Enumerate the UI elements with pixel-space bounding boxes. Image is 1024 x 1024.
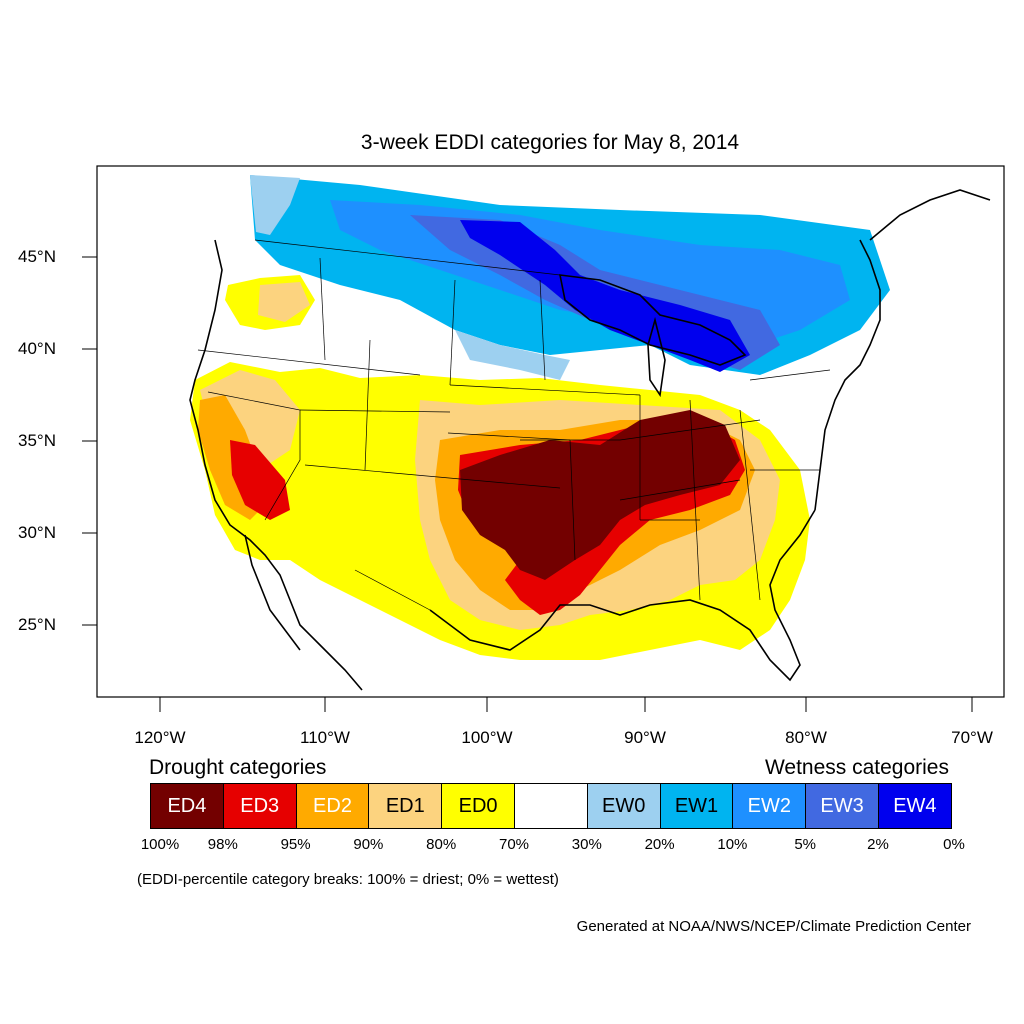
axis-ticks [82, 256, 973, 712]
legend-box: ED2 [295, 783, 370, 829]
wet-region-ew0-b [455, 330, 570, 380]
break-label: 98% [207, 836, 238, 853]
west-coastline [189, 239, 363, 691]
legend-box: EW4 [878, 783, 952, 829]
lat-tick-label: 45°N [18, 247, 56, 266]
credit-line: Generated at NOAA/NWS/NCEP/Climate Predi… [576, 918, 971, 935]
lake-michigan [647, 316, 666, 398]
lon-tick-label: 110°W [300, 728, 350, 747]
break-label: 30% [571, 836, 602, 853]
coastline-layer [189, 189, 991, 691]
lon-tick-label: 90°W [624, 728, 666, 747]
break-label: 5% [794, 836, 817, 853]
dry-region-ed4 [460, 410, 740, 580]
lat-tick-label: 30°N [18, 523, 56, 542]
break-label: 100% [140, 836, 180, 853]
wet-region-ew4 [460, 220, 750, 372]
lon-tick-label: 70°W [951, 728, 993, 747]
map-frame [96, 165, 1005, 698]
break-label: 2% [867, 836, 889, 853]
category-fill-layer [190, 175, 890, 660]
east-coastline [814, 239, 881, 511]
legend-box: EW1 [659, 783, 734, 829]
break-label: 20% [644, 836, 675, 853]
dry-region-ed3 [230, 440, 290, 520]
drought-categories-heading: Drought categories [149, 756, 327, 779]
legend-box: EW0 [586, 783, 661, 829]
break-label: 70% [498, 836, 530, 853]
legend-box: ED1 [368, 783, 443, 829]
legend-box: EW2 [732, 783, 807, 829]
legend-box: ED0 [441, 783, 515, 829]
legend-box: ED3 [222, 783, 297, 829]
break-label: 80% [426, 836, 457, 853]
lon-tick-label: 100°W [461, 728, 513, 747]
break-label: 10% [717, 836, 748, 853]
legend-box [514, 783, 588, 829]
break-label: 90% [353, 836, 384, 853]
baja-coastline [244, 534, 301, 651]
great-lakes-outline [558, 274, 747, 366]
lat-tick-label: 35°N [18, 431, 56, 450]
lat-tick-label: 40°N [18, 339, 56, 358]
canada-north-coast [869, 189, 991, 241]
map-title: 3-week EDDI categories for May 8, 2014 [360, 131, 740, 154]
lat-tick-label: 25°N [18, 615, 56, 634]
lon-tick-label: 120°W [134, 728, 186, 747]
break-label: 0% [943, 836, 965, 853]
legend-box: EW3 [805, 783, 879, 829]
break-label: 95% [280, 836, 311, 853]
lon-tick-label: 80°W [785, 728, 827, 747]
dry-region-ed1-nw [258, 282, 310, 322]
wet-region-ew0 [250, 175, 300, 235]
state-boundaries [197, 239, 831, 611]
category-note: (EDDI-percentile category breaks: 100% =… [137, 871, 559, 888]
gulf-coastline [429, 509, 816, 682]
legend-box: ED4 [150, 783, 224, 829]
wetness-categories-heading: Wetness categories [764, 756, 949, 779]
